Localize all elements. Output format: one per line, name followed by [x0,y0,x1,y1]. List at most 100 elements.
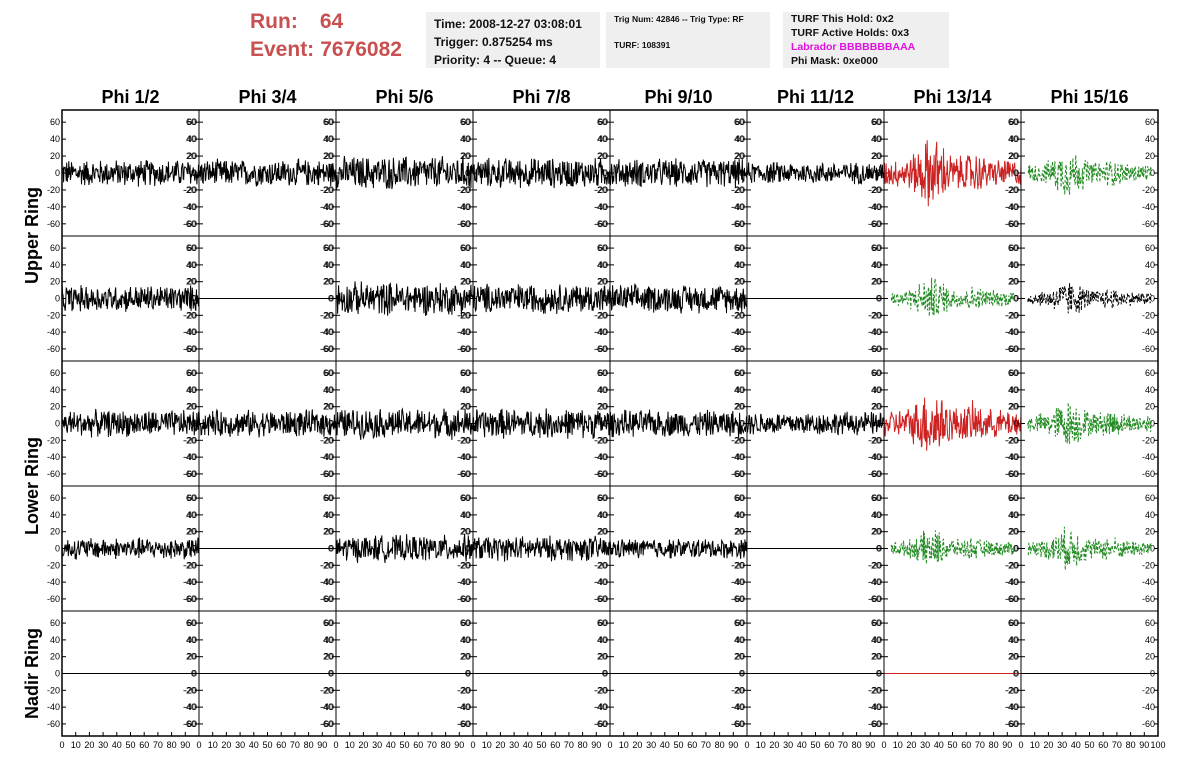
y-tick-label: 60 [324,493,334,503]
y-tick-label: -40 [1005,452,1018,462]
y-tick-label: 60 [871,368,881,378]
y-tick-label: 40 [598,635,608,645]
y-tick-label: 60 [734,618,744,628]
labrador-text: Labrador BBBBBBBAAA [791,41,916,53]
y-tick-label: 40 [872,260,882,270]
y-tick-label: -20 [1005,435,1018,445]
y-tick-label: -60 [869,344,882,354]
y-tick-label: 0 [466,544,471,554]
y-tick-label: 20 [460,151,470,161]
x-tick-label: 60 [1098,740,1108,750]
waveform-trace [1027,283,1152,314]
y-tick-label: -20 [47,185,60,195]
y-tick-label: 60 [461,243,471,253]
y-tick-label: -60 [732,219,745,229]
x-tick-label: 20 [495,740,505,750]
y-tick-label: -60 [183,219,196,229]
y-tick-label: -40 [1005,577,1018,587]
y-tick-label: 40 [735,260,745,270]
y-tick-label: 0 [740,419,745,429]
y-tick-label: 40 [871,510,881,520]
y-tick-label: -20 [732,435,745,445]
y-tick-label: -40 [594,702,607,712]
y-tick-label: -60 [1142,719,1155,729]
phi-mask-text: Phi Mask: 0xe000 [791,55,878,67]
y-tick-label: 0 [55,544,60,554]
y-tick-label: 60 [1009,493,1019,503]
y-tick-label: -40 [457,577,470,587]
y-tick-label: 60 [734,493,744,503]
y-tick-label: 60 [735,243,745,253]
y-tick-label: 40 [460,635,470,645]
y-tick-label: -40 [458,577,471,587]
y-tick-label: 40 [735,510,745,520]
y-tick-label: -60 [1005,219,1018,229]
y-tick-label: -40 [595,202,608,212]
y-tick-label: -20 [321,310,334,320]
y-tick-label: 20 [598,151,608,161]
y-tick-label: 60 [598,243,608,253]
y-tick-label: -40 [458,452,471,462]
y-tick-label: 20 [187,277,197,287]
y-tick-label: -20 [594,435,607,445]
time-text: Time: 2008-12-27 03:08:01 [434,17,582,31]
y-tick-label: 20 [735,402,745,412]
waveform-trace [61,284,200,312]
y-tick-label: -40 [321,327,334,337]
y-tick-label: -40 [321,702,334,712]
y-tick-label: 40 [735,134,745,144]
column-header: Phi 13/14 [913,87,991,107]
y-tick-label: -20 [184,560,197,570]
y-tick-label: 40 [186,260,196,270]
y-tick-label: 60 [1009,117,1019,127]
y-tick-label: -40 [457,327,470,337]
y-tick-label: -20 [594,310,607,320]
y-tick-label: -20 [457,560,470,570]
y-tick-label: -40 [1005,327,1018,337]
y-tick-label: 60 [323,368,333,378]
x-tick-label: 30 [920,740,930,750]
y-tick-label: 0 [877,669,882,679]
y-tick-label: -40 [731,327,744,337]
x-tick-label: 0 [470,740,475,750]
y-tick-label: -60 [595,719,608,729]
waveform-trace [609,538,748,559]
y-tick-label: 0 [55,669,60,679]
column-header: Phi 3/4 [238,87,296,107]
y-tick-label: -20 [731,185,744,195]
x-tick-label: 50 [262,740,272,750]
y-tick-label: -40 [184,327,197,337]
y-tick-label: 20 [460,277,470,287]
y-tick-label: 20 [1145,652,1155,662]
y-tick-label: 20 [734,151,744,161]
y-tick-label: 20 [1145,277,1155,287]
y-tick-label: 20 [187,402,197,412]
x-tick-label: 30 [783,740,793,750]
y-tick-label: 40 [1145,385,1155,395]
y-tick-label: 60 [1145,493,1155,503]
y-tick-label: 20 [1009,527,1019,537]
trig-info-box: Trig Num: 42846 -- Trig Type: RF TURF: 1… [606,12,770,68]
y-tick-label: -40 [184,702,197,712]
waveform-trace [609,283,748,314]
y-tick-label: -60 [320,719,333,729]
y-tick-label: -60 [868,594,881,604]
y-tick-label: 20 [324,652,334,662]
x-tick-label: 10 [619,740,629,750]
x-tick-label: 0 [333,740,338,750]
y-tick-label: -40 [868,202,881,212]
y-tick-label: -60 [321,594,334,604]
y-tick-label: 20 [1009,402,1019,412]
y-tick-label: -40 [595,577,608,587]
x-tick-label: 10 [71,740,81,750]
y-tick-label: -20 [47,560,60,570]
y-tick-label: 60 [324,618,334,628]
y-tick-label: -20 [732,560,745,570]
y-tick-label: 0 [739,419,744,429]
y-tick-label: -60 [594,719,607,729]
y-tick-label: -40 [732,202,745,212]
x-tick-label: 40 [112,740,122,750]
y-tick-label: -20 [320,560,333,570]
y-tick-label: -40 [732,702,745,712]
y-tick-label: -40 [320,452,333,462]
